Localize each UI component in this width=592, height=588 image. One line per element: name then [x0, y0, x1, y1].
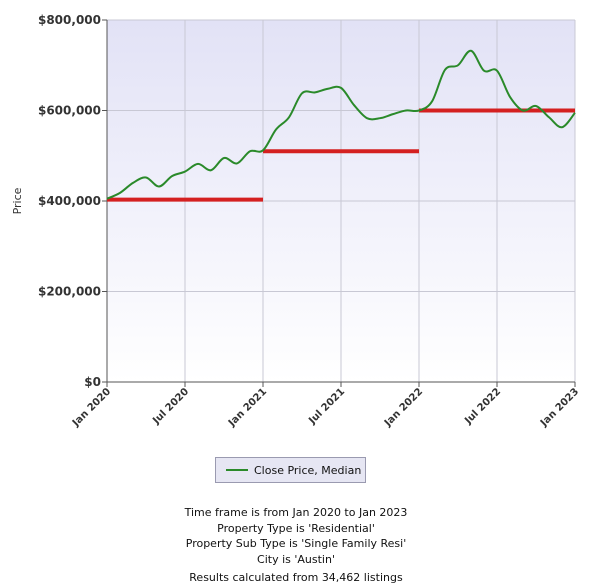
y-tick-label: $800,000 [38, 13, 101, 27]
x-tick-label: Jan 2021 [226, 386, 269, 429]
info-property-sub-type: Property Sub Type is 'Single Family Resi… [185, 537, 407, 550]
x-tick-label: Jul 2022 [462, 386, 503, 427]
x-tick-label: Jan 2022 [382, 386, 425, 429]
x-tick-label: Jul 2020 [150, 386, 191, 427]
reference-lines [107, 108, 575, 202]
x-tick-label: Jan 2023 [538, 386, 581, 429]
info-results-count: Results calculated from 34,462 listings [189, 571, 403, 584]
legend-swatch-green [226, 469, 248, 471]
y-tick-label: $400,000 [38, 194, 101, 208]
legend: Close Price, Median [215, 457, 366, 483]
chart: $0 $200,000 $400,000 $600,000 $800,000 Jan 20… [11, 13, 581, 429]
y-tick-label: $0 [84, 375, 101, 389]
series [106, 49, 576, 200]
series-line-close-price-median [106, 49, 576, 200]
info-time-frame: Time frame is from Jan 2020 to Jan 2023 [184, 506, 408, 519]
x-tick-label: Jan 2020 [70, 386, 113, 429]
x-tick-label: Jul 2021 [306, 386, 347, 427]
y-tick-label: $600,000 [38, 104, 101, 118]
info-property-type: Property Type is 'Residential' [217, 521, 375, 535]
y-axis-title: Price [11, 187, 24, 214]
info-city: City is 'Austin' [257, 552, 335, 566]
legend-label: Close Price, Median [254, 463, 362, 477]
y-tick-label: $200,000 [38, 285, 101, 299]
query-info: Time frame is from Jan 2020 to Jan 2023 … [0, 505, 592, 586]
